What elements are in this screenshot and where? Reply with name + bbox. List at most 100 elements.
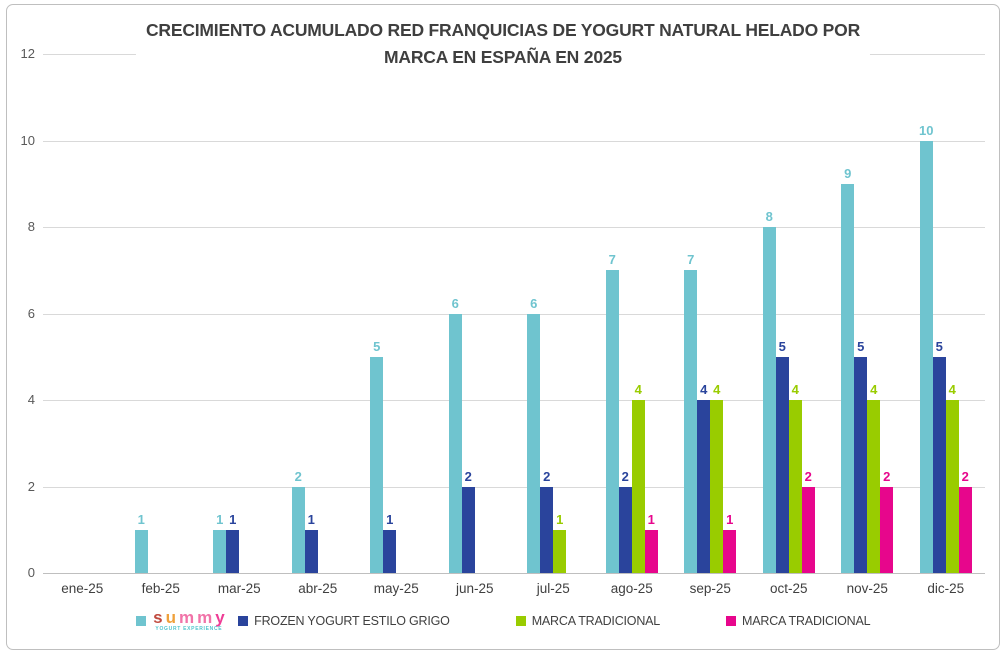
- bar-frozen-yogurt-estilo-grigo-may-25: [383, 529, 397, 573]
- bar-slot: 2: [291, 54, 305, 573]
- bar-value-label: 1: [386, 511, 394, 527]
- legend-item: FROZEN YOGURT ESTILO GRIGO: [238, 614, 450, 628]
- bar-summy-abr-25: [291, 486, 305, 573]
- bar-slot: 5: [854, 54, 868, 573]
- bar-summy-feb-25: [134, 529, 148, 573]
- bar-frozen-yogurt-estilo-grigo-jun-25: [461, 486, 475, 573]
- gridline: [43, 227, 985, 228]
- bar-slot: [475, 54, 488, 573]
- x-category-label: oct-25: [769, 581, 808, 596]
- bar-value-label: 4: [791, 382, 799, 397]
- bar-frozen-yogurt-estilo-grigo-ago-25: [618, 486, 632, 573]
- bar-value-label: 4: [700, 382, 708, 397]
- bar-value-label: 5: [857, 338, 865, 354]
- x-axis-line: [43, 573, 985, 574]
- legend-swatch: [515, 615, 526, 626]
- bar-marca-tradicional-jul-25: [553, 529, 567, 573]
- y-tick-label: 6: [27, 305, 35, 321]
- bar-value-label: 2: [883, 468, 891, 484]
- bar-value-label: 5: [778, 338, 786, 354]
- bar-slot: 2: [958, 54, 972, 573]
- bar-slot: 1: [553, 54, 567, 573]
- bar-slot: 1: [304, 54, 318, 573]
- bar-marca-tradicional-dic-25: [958, 486, 972, 573]
- bar-slot: 6: [448, 54, 462, 573]
- bar-slot: [82, 54, 95, 573]
- bar-slot: [396, 54, 409, 573]
- bar-slot: 5: [370, 54, 384, 573]
- bar-value-label: 5: [373, 338, 381, 354]
- x-category-label: may-25: [373, 581, 419, 596]
- bar-slot: [239, 54, 252, 573]
- bar-value-label: 6: [530, 295, 538, 311]
- y-axis: 0 2 4 6 8 10 12: [7, 46, 35, 580]
- bar-slot: [56, 54, 69, 573]
- x-category-label: ene-25: [61, 581, 104, 596]
- bar-summy-oct-25: [762, 227, 776, 573]
- bar-value-label: 4: [948, 382, 956, 397]
- bar-group-dic-25: 10 5 4 2: [907, 54, 986, 573]
- bar-marca-tradicional-sep-25: [723, 529, 737, 573]
- bar-slot: 2: [880, 54, 894, 573]
- bar-slot: [95, 54, 108, 573]
- bar-summy-dic-25: [919, 140, 933, 573]
- bar-marca-tradicional-nov-25: [867, 400, 881, 573]
- bar-summy-ago-25: [605, 270, 619, 573]
- bar-slot: [252, 54, 265, 573]
- bar-slot: 1: [723, 54, 737, 573]
- y-tick-label: 12: [20, 46, 35, 61]
- bar-slot: 6: [527, 54, 541, 573]
- logo-subtext: YOGURT EXPERIENCE: [155, 626, 223, 632]
- bar-slot: 1: [226, 54, 240, 573]
- bar-slot: 2: [801, 54, 815, 573]
- bar-marca-tradicional-sep-25: [710, 400, 724, 573]
- bar-slot: 4: [945, 54, 959, 573]
- bar-marca-tradicional-nov-25: [880, 486, 894, 573]
- bar-value-label: 1: [647, 511, 655, 527]
- bar-value-label: 2: [621, 468, 629, 484]
- bar-slot: 9: [841, 54, 855, 573]
- legend-item: MARCA TRADICIONAL: [515, 613, 661, 628]
- bar-value-label: 1: [229, 511, 237, 527]
- bar-series-container: 1 1 1 2 1 5 1 6 2 6 2 1 7 2 4 1 7 4 4 1 8 5 4 2 9 5 4 2 10 5 4 2: [43, 54, 985, 573]
- bar-slot: 4: [697, 54, 711, 573]
- bar-group-feb-25: 1: [122, 54, 201, 573]
- bar-frozen-yogurt-estilo-grigo-abr-25: [304, 529, 318, 573]
- bar-slot: 10: [919, 54, 933, 573]
- bar-group-nov-25: 9 5 4 2: [828, 54, 907, 573]
- x-category-label: mar-25: [217, 581, 261, 596]
- x-category-label: jun-25: [455, 581, 494, 596]
- bar-slot: 1: [213, 54, 227, 573]
- bar-value-label: 2: [961, 468, 969, 484]
- bar-value-label: 7: [687, 252, 695, 268]
- bar-slot: 4: [710, 54, 724, 573]
- bar-value-label: 8: [765, 209, 773, 224]
- legend-swatch: [135, 615, 146, 626]
- bar-slot: 5: [775, 54, 789, 573]
- bar-frozen-yogurt-estilo-grigo-nov-25: [854, 356, 868, 573]
- y-tick-label: 2: [27, 478, 35, 494]
- plot-area: 1 1 1 2 1 5 1 6 2 6 2 1 7 2 4 1 7 4 4 1 8 5 4 2 9 5 4 2 10 5 4 2: [43, 54, 985, 574]
- bar-summy-nov-25: [841, 183, 855, 573]
- x-category-label: jul-25: [536, 581, 570, 596]
- bar-value-label: 4: [634, 382, 642, 397]
- logo-letter: m: [197, 608, 213, 627]
- bar-group-oct-25: 8 5 4 2: [750, 54, 829, 573]
- bar-frozen-yogurt-estilo-grigo-jul-25: [540, 486, 554, 573]
- bar-value-label: 4: [870, 382, 878, 397]
- legend-label: MARCA TRADICIONAL: [531, 613, 661, 628]
- bar-slot: [174, 54, 187, 573]
- x-category-label: abr-25: [298, 581, 338, 596]
- x-category-label: ago-25: [610, 581, 653, 596]
- logo-letter: m: [178, 608, 195, 627]
- bar-slot: [488, 54, 501, 573]
- bar-slot: 2: [461, 54, 475, 573]
- bar-value-label: 7: [608, 252, 616, 268]
- x-axis: ene-25 feb-25 mar-25 abr-25 may-25 jun-25 jul-…: [43, 581, 985, 596]
- bar-summy-jun-25: [448, 313, 462, 573]
- bar-slot: [161, 54, 174, 573]
- chart-frame: CRECIMIENTO ACUMULADO RED FRANQUICIAS DE…: [6, 4, 1000, 650]
